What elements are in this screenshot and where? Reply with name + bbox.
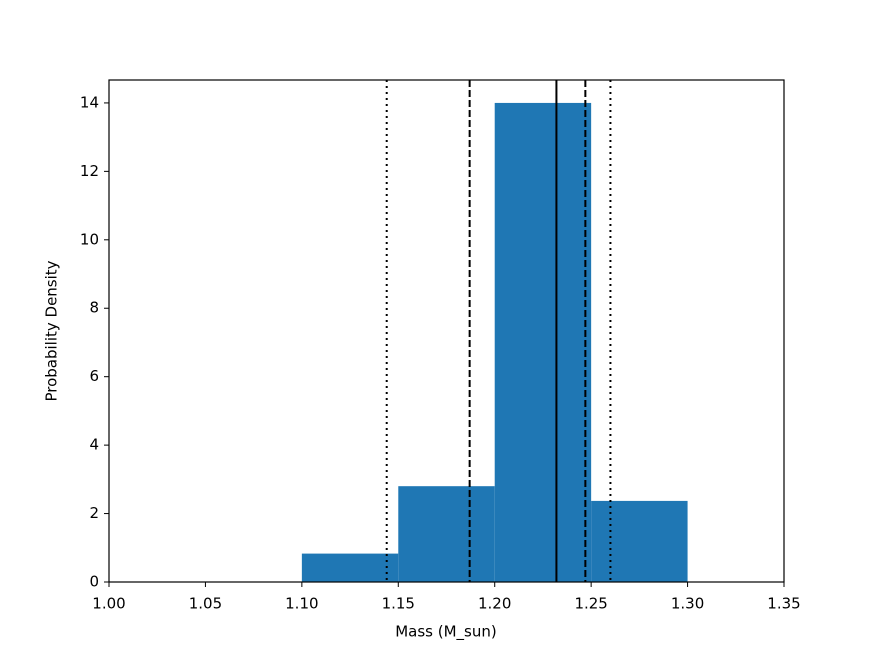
y-tick-label: 12	[80, 162, 99, 180]
x-tick-label: 1.10	[285, 595, 318, 613]
bar	[494, 102, 592, 582]
bar	[301, 553, 399, 582]
x-axis-label: Mass (M_sun)	[395, 623, 497, 642]
x-tick-label: 1.15	[382, 595, 415, 613]
x-tick-label: 1.00	[92, 595, 125, 613]
x-tick-label: 1.20	[478, 595, 511, 613]
y-tick-label: 14	[80, 93, 99, 111]
x-tick-label: 1.35	[767, 595, 800, 613]
y-tick-label: 4	[89, 436, 99, 454]
bar	[591, 500, 688, 582]
bar	[398, 486, 495, 582]
y-tick-label: 8	[89, 299, 99, 317]
y-axis-label: Probability Density	[43, 260, 61, 401]
y-tick-label: 10	[80, 230, 99, 248]
y-tick-label: 6	[89, 367, 99, 385]
y-tick-label: 0	[89, 573, 99, 591]
x-tick-label: 1.25	[574, 595, 607, 613]
x-tick-label: 1.05	[189, 595, 222, 613]
y-tick-label: 2	[89, 504, 99, 522]
axes-frame	[108, 79, 785, 583]
x-tick-label: 1.30	[671, 595, 704, 613]
